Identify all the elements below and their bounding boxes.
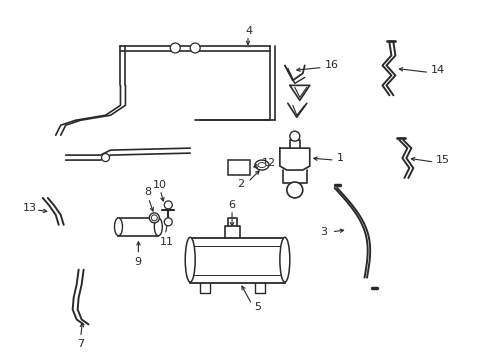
Text: 14: 14 <box>430 66 445 76</box>
Circle shape <box>170 43 180 53</box>
Ellipse shape <box>154 218 162 236</box>
Text: 10: 10 <box>152 180 166 190</box>
Text: 2: 2 <box>237 179 244 189</box>
Text: 5: 5 <box>253 302 261 311</box>
Ellipse shape <box>185 237 195 282</box>
Text: 9: 9 <box>134 257 141 267</box>
Circle shape <box>289 131 299 141</box>
Circle shape <box>190 43 200 53</box>
Ellipse shape <box>279 237 289 282</box>
Ellipse shape <box>258 163 265 167</box>
Text: 6: 6 <box>227 200 235 210</box>
Circle shape <box>164 218 172 226</box>
Ellipse shape <box>114 218 122 236</box>
Bar <box>190 238 285 283</box>
Circle shape <box>151 215 157 221</box>
Text: 15: 15 <box>435 155 449 165</box>
Bar <box>227 160 249 175</box>
Text: 12: 12 <box>262 158 276 168</box>
Circle shape <box>102 154 109 162</box>
Circle shape <box>164 201 172 209</box>
Text: 16: 16 <box>324 60 338 71</box>
Text: 1: 1 <box>336 153 343 163</box>
Text: 11: 11 <box>160 237 174 247</box>
Text: 3: 3 <box>319 227 326 237</box>
Circle shape <box>149 213 159 223</box>
Text: 8: 8 <box>144 187 151 197</box>
Circle shape <box>286 182 302 198</box>
Bar <box>118 218 158 236</box>
Text: 4: 4 <box>244 26 252 36</box>
Text: 13: 13 <box>23 203 37 213</box>
Text: 7: 7 <box>77 339 83 349</box>
Ellipse shape <box>254 160 268 170</box>
